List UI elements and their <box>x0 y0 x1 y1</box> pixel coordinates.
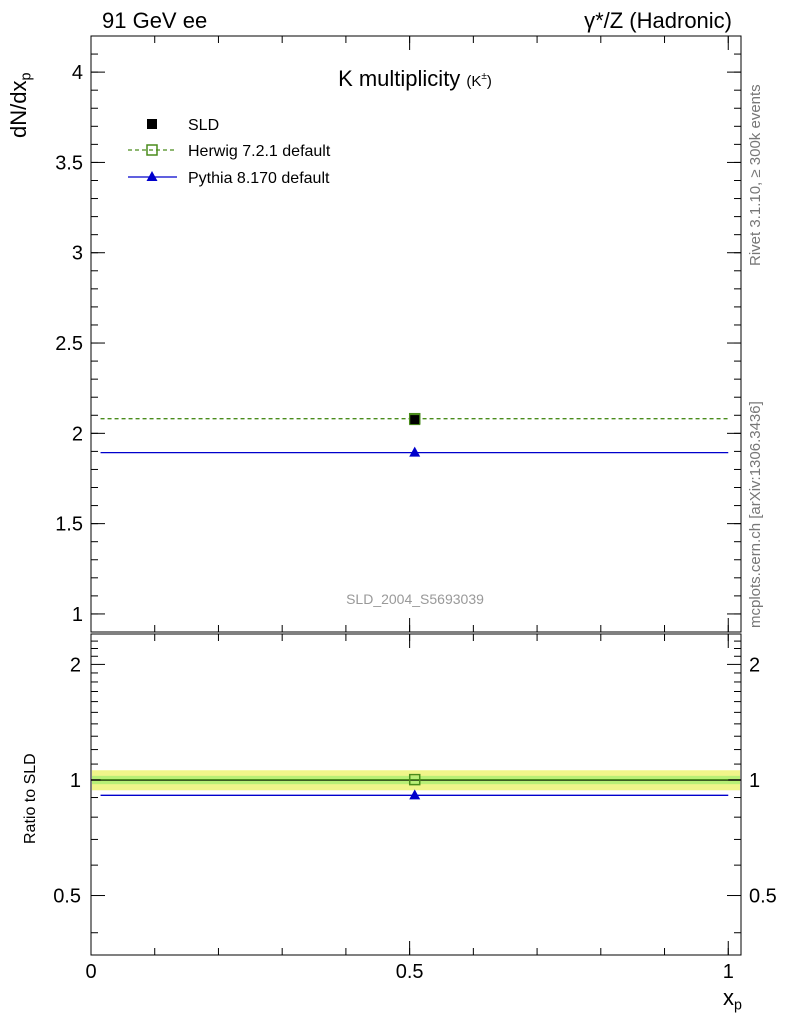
analysis-watermark: SLD_2004_S5693039 <box>346 591 484 607</box>
ratio-y-tick-label-left: 1 <box>70 770 81 792</box>
sld-data-point <box>409 414 421 426</box>
main-y-tick-label: 1 <box>72 604 83 626</box>
legend-label-0: SLD <box>188 117 219 134</box>
main-y-tick-label: 3 <box>72 243 83 265</box>
legend-label-1: Herwig 7.2.1 default <box>188 143 331 160</box>
legend-marker-2 <box>146 171 158 181</box>
legend-label-2: Pythia 8.170 default <box>188 170 330 187</box>
main-y-tick-label: 3.5 <box>55 152 83 174</box>
x-tick-label: 0 <box>85 961 96 983</box>
chart-title: K multiplicity (K±) <box>338 66 492 91</box>
ratio-y-tick-label-left: 0.5 <box>53 886 81 908</box>
x-axis-label: xp <box>723 985 742 1014</box>
legend-marker-1 <box>146 144 158 156</box>
main-series-marker-2 <box>409 446 421 457</box>
legend-marker-0 <box>147 119 157 129</box>
ratio-y-tick-label-right: 2 <box>749 654 760 676</box>
x-tick-label: 0.5 <box>396 961 424 983</box>
ratio-series-marker-0 <box>408 773 421 786</box>
energy-label: 91 GeV ee <box>102 8 208 33</box>
main-y-tick-label: 2.5 <box>55 333 83 355</box>
main-y-tick-label: 4 <box>72 62 83 84</box>
ratio-y-tick-label-right: 0.5 <box>749 886 777 908</box>
process-label: γ*/Z (Hadronic) <box>584 8 732 33</box>
ratio-y-tick-label-left: 2 <box>70 654 81 676</box>
main-y-tick-label: 2 <box>72 423 83 445</box>
main-y-tick-label: 1.5 <box>55 514 83 536</box>
x-tick-label: 1 <box>723 961 734 983</box>
main-plot-frame <box>90 35 742 633</box>
ratio-y-tick-label-right: 1 <box>749 770 760 792</box>
ratio-plot-frame <box>90 633 742 956</box>
ratio-series-marker-1 <box>409 789 421 800</box>
